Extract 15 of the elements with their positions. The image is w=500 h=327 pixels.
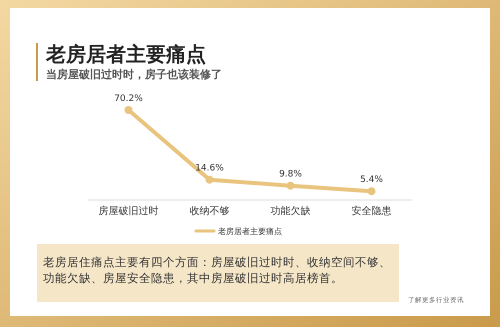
data-label: 5.4%	[360, 175, 384, 186]
point	[368, 187, 376, 196]
point	[286, 182, 294, 190]
point	[206, 176, 214, 184]
data-label: 9.8%	[279, 170, 302, 180]
x-tick-label: 收纳不够	[190, 205, 230, 217]
x-tick-label: 功能欠缺	[270, 205, 310, 217]
legend-label: 老房居者主要痛点	[218, 227, 282, 236]
x-tick-label: 安全隐患	[352, 205, 392, 217]
chart-subtitle: 当房屋破旧过时时，房子也该装修了	[46, 68, 222, 81]
chart-title: 老房居者主要痛点	[45, 42, 206, 66]
text: 老房居住痛点主要有四个方面：房屋破旧过时时、收纳空间不够、功能欠缺、房屋安全隐患，其中房屋破旧过时高居榜首。	[43, 254, 392, 286]
data-label: 70.2%	[114, 94, 144, 104]
x-tick-label: 房屋破旧过时	[98, 205, 158, 217]
point	[124, 106, 132, 114]
